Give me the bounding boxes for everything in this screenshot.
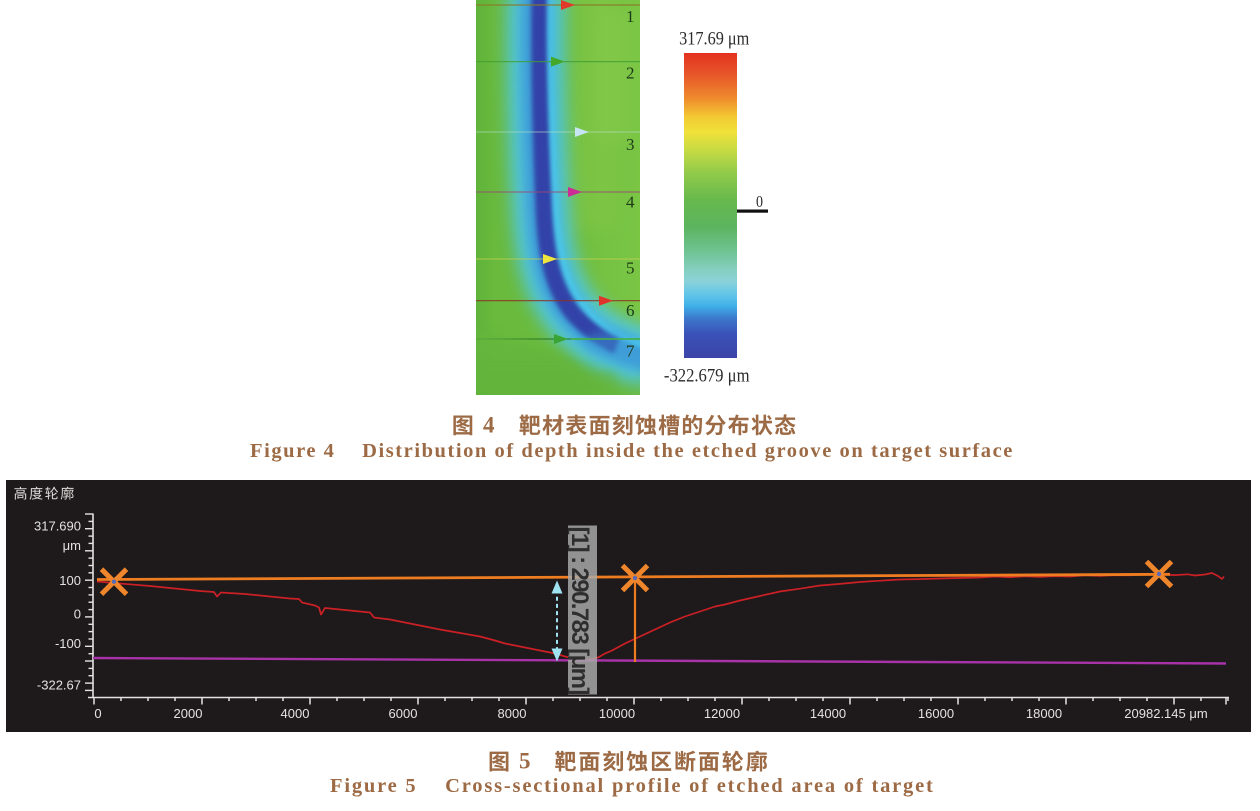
svg-text:6: 6: [626, 301, 635, 320]
svg-text:6000: 6000: [389, 706, 418, 721]
svg-text:-322.679 μm: -322.679 μm: [664, 365, 750, 386]
svg-text:12000: 12000: [704, 706, 740, 721]
svg-text:8000: 8000: [498, 706, 527, 721]
svg-text:4: 4: [626, 193, 635, 212]
svg-text:4000: 4000: [281, 706, 310, 721]
svg-text:Figure 5 Cross-sectional pr: Figure 5 Cross-sectional profile of etch…: [330, 775, 935, 797]
svg-text:18000: 18000: [1026, 706, 1062, 721]
svg-text:2: 2: [626, 64, 635, 83]
svg-text:5: 5: [626, 259, 635, 278]
svg-text:14000: 14000: [810, 706, 846, 721]
svg-text:2000: 2000: [174, 706, 203, 721]
svg-text:20982.145 μm: 20982.145 μm: [1124, 706, 1207, 721]
svg-text:4: 4: [483, 413, 495, 438]
svg-text:-100: -100: [55, 636, 81, 651]
svg-text:3: 3: [626, 135, 635, 154]
svg-text:0: 0: [756, 193, 763, 211]
svg-text:5: 5: [519, 749, 531, 774]
svg-text:1: 1: [626, 7, 635, 26]
svg-text:0: 0: [74, 606, 81, 621]
svg-text:10000: 10000: [599, 706, 635, 721]
svg-text:100: 100: [59, 573, 81, 588]
svg-text:0: 0: [94, 706, 101, 721]
svg-text:-322.67: -322.67: [37, 677, 81, 692]
svg-text:μm: μm: [63, 538, 81, 553]
svg-text:[1] : 290.783 [μm]: [1] : 290.783 [μm]: [566, 526, 593, 694]
svg-text:16000: 16000: [918, 706, 954, 721]
svg-text:7: 7: [626, 342, 635, 361]
svg-text:Figure 4 Distribution of de: Figure 4 Distribution of depth inside th…: [250, 440, 1014, 462]
svg-text:317.690: 317.690: [34, 518, 81, 533]
svg-text:317.69 μm: 317.69 μm: [679, 28, 750, 49]
